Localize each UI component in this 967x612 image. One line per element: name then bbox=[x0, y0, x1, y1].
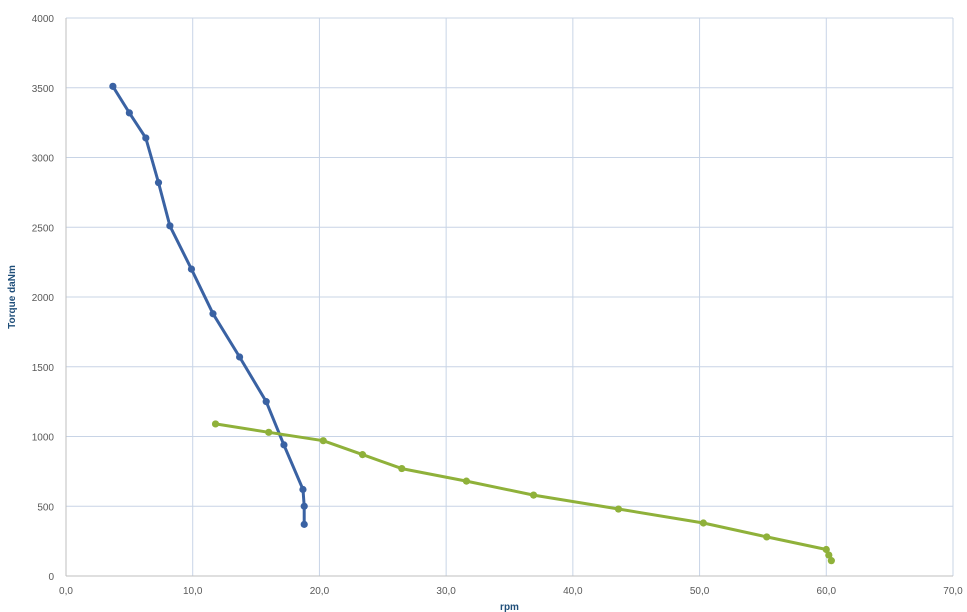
data-point bbox=[299, 485, 307, 494]
data-point bbox=[529, 491, 538, 499]
data-point bbox=[211, 420, 220, 428]
x-tick-label: 70,0 bbox=[943, 586, 963, 597]
data-point bbox=[154, 179, 163, 187]
y-tick-label: 1000 bbox=[32, 433, 55, 444]
grid bbox=[66, 17, 954, 576]
x-tick-label: 30,0 bbox=[436, 586, 456, 597]
y-tick-label: 1500 bbox=[32, 363, 55, 374]
data-point bbox=[300, 502, 308, 510]
data-point bbox=[825, 551, 833, 559]
y-tick-label: 2500 bbox=[32, 223, 55, 234]
y-tick-label: 4000 bbox=[32, 14, 55, 25]
data-point bbox=[187, 265, 196, 273]
data-point bbox=[209, 310, 217, 318]
data-point bbox=[280, 441, 288, 449]
data-point bbox=[300, 520, 308, 528]
axes bbox=[65, 18, 953, 577]
x-axis-title: rpm bbox=[500, 602, 519, 612]
x-tick-label: 50,0 bbox=[690, 586, 710, 597]
x-tick-label: 60,0 bbox=[817, 586, 837, 597]
data-point bbox=[358, 451, 367, 459]
x-tick-label: 10,0 bbox=[183, 586, 203, 597]
y-tick-label: 500 bbox=[37, 502, 54, 513]
data-point bbox=[142, 134, 150, 142]
series-line-2 bbox=[214, 422, 833, 563]
y-tick-label: 3500 bbox=[32, 84, 55, 95]
data-point bbox=[827, 557, 835, 565]
x-tick-label: 0,0 bbox=[59, 586, 73, 597]
data-point bbox=[822, 545, 830, 554]
data-point bbox=[262, 398, 270, 406]
data-point bbox=[265, 428, 273, 436]
y-tick-label: 0 bbox=[48, 572, 54, 583]
data-point bbox=[763, 533, 771, 541]
data-point bbox=[614, 505, 623, 513]
y-axis-title: Torque daNm bbox=[7, 265, 18, 329]
data-point bbox=[398, 464, 406, 473]
series-layer bbox=[109, 82, 835, 565]
x-tick-label: 20,0 bbox=[310, 586, 330, 597]
data-point bbox=[109, 82, 117, 90]
y-tick-label: 2000 bbox=[32, 293, 55, 304]
y-tick-label: 3000 bbox=[32, 154, 55, 165]
data-point bbox=[235, 353, 244, 361]
tick-labels: 0,0 10,0 20,0 30,0 40,0 50,0 60,0 70,0 0 500 1000 1… bbox=[32, 14, 963, 597]
data-point bbox=[462, 477, 471, 485]
series-line-1 bbox=[111, 84, 306, 526]
data-point bbox=[166, 222, 174, 230]
data-point bbox=[699, 519, 707, 527]
data-point bbox=[319, 437, 327, 445]
x-tick-label: 40,0 bbox=[563, 586, 583, 597]
data-point bbox=[125, 109, 133, 117]
